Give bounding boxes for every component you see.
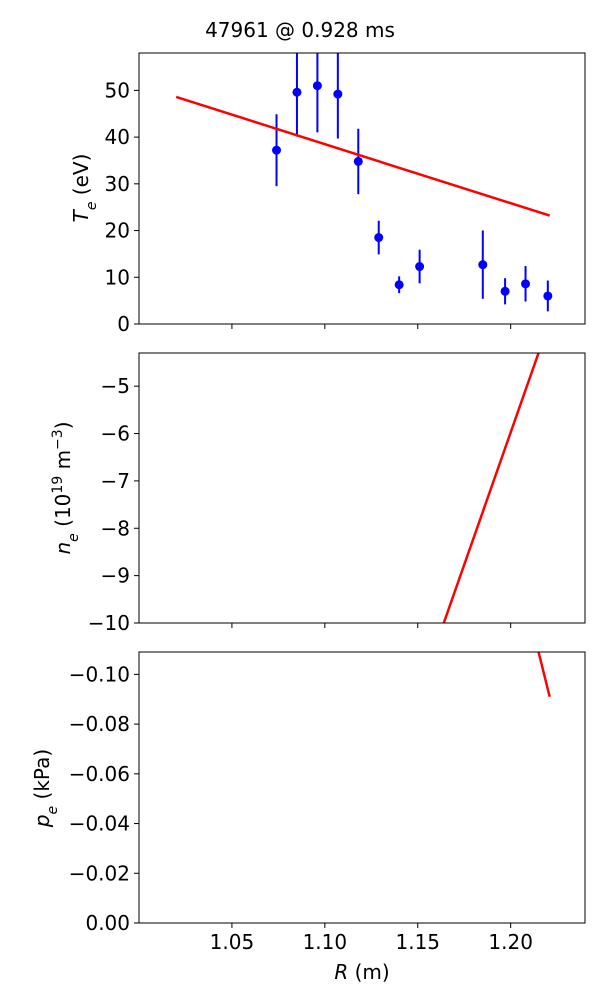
pe-xtick-label: 1.05: [210, 930, 255, 954]
ne-yticks: −10 −9 −8 −7 −6 −5: [88, 374, 139, 635]
ne-panel: ne (1019 m−3) −10 −9 −8 −7 −6 −5: [50, 352, 586, 635]
te-panel: Te (eV) 0 10 20 30 40 50: [69, 52, 586, 336]
ne-ytick-label: −6: [101, 422, 130, 446]
pe-xtick-label: 1.15: [395, 930, 440, 954]
pe-ytick-label: −0.04: [69, 812, 130, 836]
ne-ytick-label: −5: [101, 374, 130, 398]
pe-fit-line: [537, 652, 551, 698]
pe-ytick-label: −0.08: [69, 712, 130, 736]
pe-ytick-label: −0.06: [69, 762, 130, 786]
te-data-point: [292, 87, 302, 97]
te-data-point: [394, 280, 404, 290]
te-data-point: [543, 291, 553, 301]
ne-ylabel: ne (1019 m−3): [50, 421, 82, 554]
te-data-point: [272, 145, 282, 155]
te-ytick-label: 20: [105, 219, 130, 243]
ne-ytick-label: −10: [88, 611, 130, 635]
te-data-point: [478, 260, 488, 270]
pe-xtick-label: 1.20: [488, 930, 533, 954]
te-data-point: [374, 233, 384, 243]
te-yticks: 0 10 20 30 40 50: [105, 78, 139, 336]
pe-panel: pe (kPa) 0.00 −0.02 −0.04 −0.06 −0.08 −0.10 1…: [30, 651, 586, 984]
te-data-point: [353, 156, 363, 166]
te-data-point: [500, 286, 510, 296]
ne-ytick-label: −9: [101, 564, 130, 588]
pe-ytick-label: −0.10: [69, 662, 130, 686]
ne-axes-frame: [138, 352, 586, 624]
te-fit-line: [175, 95, 551, 217]
te-xticks: [231, 324, 512, 329]
te-ytick-label: 30: [105, 172, 130, 196]
te-ylabel: Te (eV): [69, 154, 100, 223]
te-data-point: [333, 89, 343, 99]
pe-ylabel: pe (kPa): [30, 749, 61, 828]
pe-ytick-label: 0.00: [85, 911, 130, 935]
te-data-point: [415, 262, 425, 272]
pe-yticks: 0.00 −0.02 −0.04 −0.06 −0.08 −0.10: [69, 662, 139, 935]
te-ytick-label: 40: [105, 125, 130, 149]
ne-ytick-label: −8: [101, 516, 130, 540]
ne-ytick-label: −7: [101, 469, 130, 493]
te-axes-frame: [138, 52, 586, 325]
pe-ytick-label: −0.02: [69, 861, 130, 885]
te-ytick-label: 0: [117, 312, 130, 336]
pe-series: [537, 652, 551, 698]
pe-xtick-label: 1.10: [303, 930, 348, 954]
te-ytick-label: 10: [105, 265, 130, 289]
te-series: [175, 53, 553, 312]
te-data-point: [312, 81, 322, 91]
ne-fit-line: [442, 353, 540, 623]
te-data-point: [521, 279, 531, 289]
ne-xticks: [231, 623, 512, 628]
pe-xlabel: R (m): [334, 960, 389, 984]
pe-axes-frame: [138, 651, 586, 924]
pe-xticks: 1.05 1.10 1.15 1.20: [210, 923, 533, 954]
ne-series: [442, 353, 540, 623]
te-ytick-label: 50: [105, 78, 130, 102]
chart-title: 47961 @ 0.928 ms: [205, 18, 395, 42]
